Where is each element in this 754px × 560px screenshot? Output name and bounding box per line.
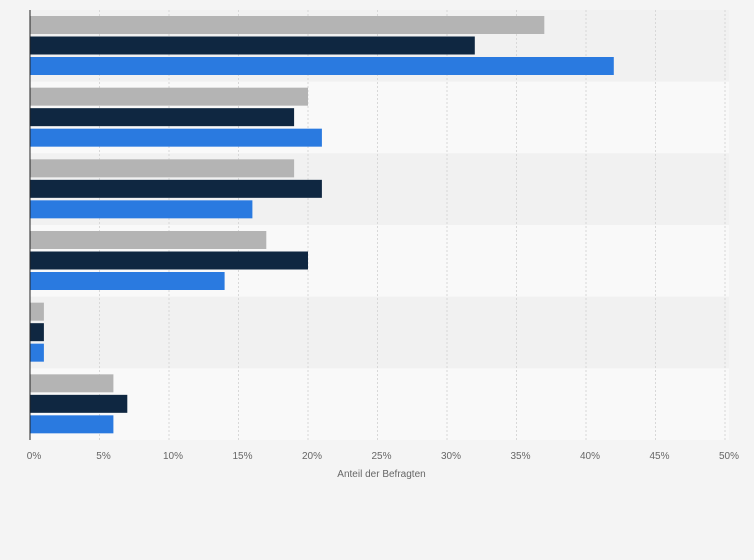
bar[interactable] — [30, 272, 225, 290]
x-tick-label: 40% — [580, 451, 600, 462]
x-tick-label: 50% — [719, 451, 739, 462]
bar[interactable] — [30, 57, 614, 75]
bar[interactable] — [30, 343, 44, 362]
x-tick-label: 15% — [232, 451, 252, 462]
x-tick-labels: 0% 5% 10% 15% 20% 25% 30% 35% 40% 45% 50% — [27, 451, 739, 462]
bar[interactable] — [30, 16, 545, 34]
bar[interactable] — [30, 302, 44, 321]
bar[interactable] — [30, 374, 114, 393]
bar[interactable] — [30, 36, 475, 55]
bars — [30, 16, 614, 434]
bar[interactable] — [30, 179, 322, 198]
x-tick-label: 45% — [649, 451, 669, 462]
bar[interactable] — [30, 87, 308, 106]
x-tick-label: 20% — [302, 451, 322, 462]
x-tick-label: 10% — [163, 451, 183, 462]
x-tick-label: 5% — [96, 451, 111, 462]
bar[interactable] — [30, 251, 308, 270]
bar[interactable] — [30, 200, 253, 219]
bar[interactable] — [30, 323, 44, 342]
bar[interactable] — [30, 231, 267, 249]
category-band — [30, 368, 729, 440]
category-band — [30, 296, 729, 369]
x-tick-label: 0% — [27, 451, 42, 462]
bar[interactable] — [30, 415, 114, 434]
bar[interactable] — [30, 108, 295, 127]
bar[interactable] — [30, 394, 128, 413]
category-bands — [30, 10, 729, 440]
bar[interactable] — [30, 159, 295, 178]
x-tick-label: 25% — [371, 451, 391, 462]
bar[interactable] — [30, 128, 322, 147]
x-axis-title: Anteil der Befragten — [337, 469, 425, 480]
x-tick-label: 30% — [441, 451, 461, 462]
x-tick-label: 35% — [510, 451, 530, 462]
